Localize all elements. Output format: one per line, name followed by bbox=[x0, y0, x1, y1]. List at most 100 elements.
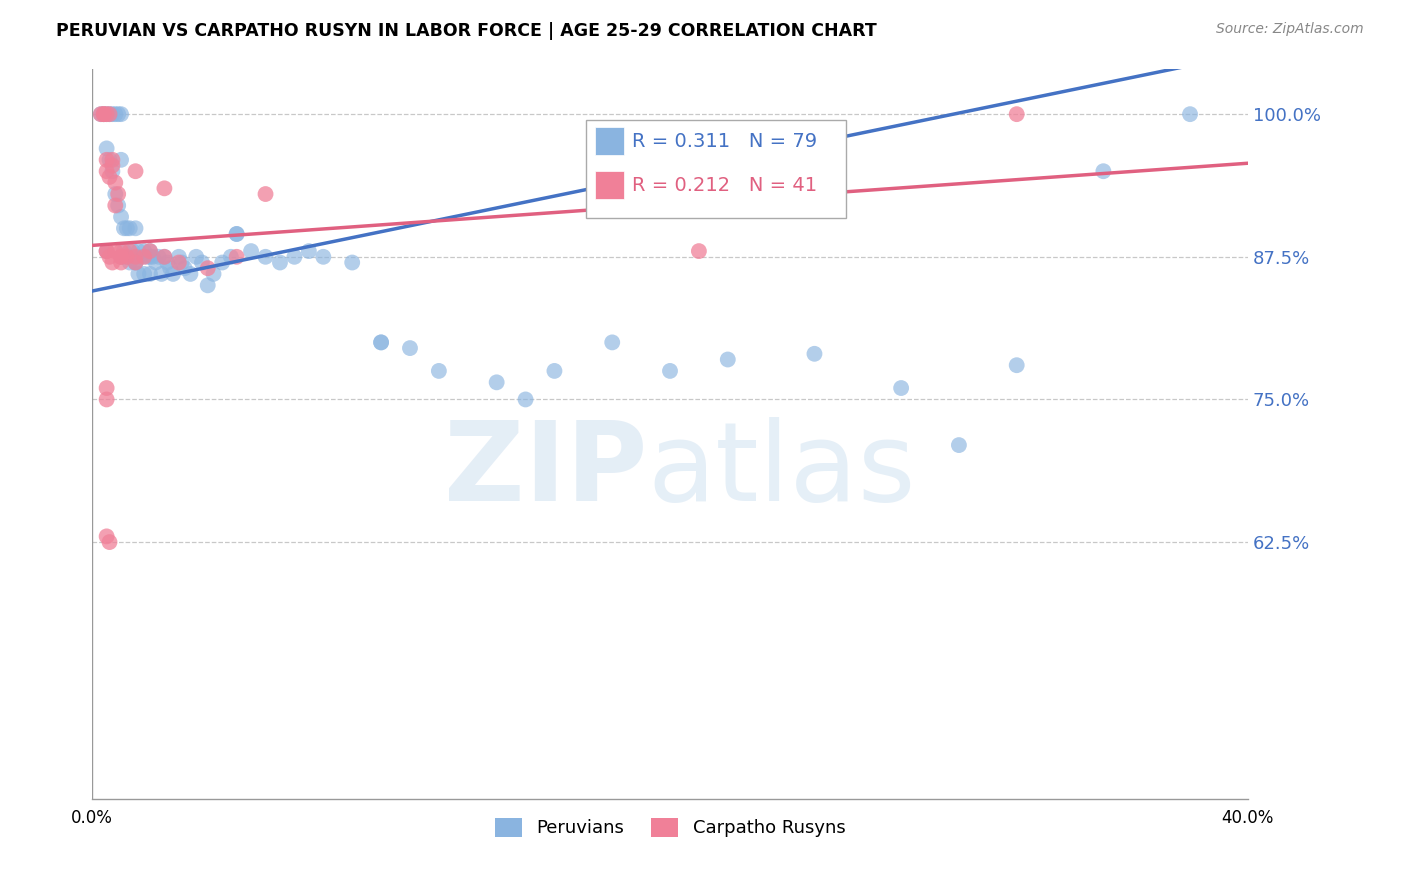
Point bbox=[96, 244, 118, 259]
Point bbox=[153, 250, 176, 264]
Point bbox=[1005, 107, 1028, 121]
Point bbox=[1178, 107, 1201, 121]
Point bbox=[110, 244, 132, 259]
Text: ZIP: ZIP bbox=[443, 417, 647, 524]
Point bbox=[110, 250, 132, 264]
Point bbox=[688, 244, 710, 259]
Point bbox=[803, 347, 825, 361]
Point bbox=[124, 255, 146, 269]
Point bbox=[186, 250, 208, 264]
Legend: Peruvians, Carpatho Rusyns: Peruvians, Carpatho Rusyns bbox=[488, 811, 852, 845]
Point bbox=[112, 221, 135, 235]
Point bbox=[254, 250, 277, 264]
Point bbox=[107, 107, 129, 121]
Point bbox=[118, 244, 141, 259]
Point bbox=[124, 250, 146, 264]
Point bbox=[124, 164, 146, 178]
Point bbox=[98, 153, 121, 167]
Point bbox=[115, 250, 138, 264]
Point bbox=[93, 107, 115, 121]
Point bbox=[139, 267, 162, 281]
Point bbox=[890, 381, 912, 395]
Point bbox=[98, 107, 121, 121]
Point bbox=[124, 255, 146, 269]
Point bbox=[543, 364, 565, 378]
Point bbox=[139, 244, 162, 259]
Point bbox=[96, 107, 118, 121]
Point bbox=[110, 153, 132, 167]
Point bbox=[127, 267, 149, 281]
Point bbox=[127, 244, 149, 259]
Point bbox=[211, 255, 233, 269]
Point bbox=[225, 227, 247, 241]
Point bbox=[112, 244, 135, 259]
Point bbox=[110, 107, 132, 121]
FancyBboxPatch shape bbox=[595, 170, 624, 199]
Point bbox=[340, 255, 363, 269]
Point bbox=[142, 250, 165, 264]
Text: PERUVIAN VS CARPATHO RUSYN IN LABOR FORCE | AGE 25-29 CORRELATION CHART: PERUVIAN VS CARPATHO RUSYN IN LABOR FORC… bbox=[56, 22, 877, 40]
Point bbox=[254, 187, 277, 202]
Point bbox=[98, 535, 121, 549]
Point bbox=[118, 255, 141, 269]
Point bbox=[191, 255, 214, 269]
Point bbox=[283, 250, 305, 264]
Point bbox=[948, 438, 970, 452]
Point bbox=[96, 392, 118, 407]
Point bbox=[110, 210, 132, 224]
Point bbox=[98, 107, 121, 121]
Text: atlas: atlas bbox=[647, 417, 915, 524]
Point bbox=[110, 255, 132, 269]
Point bbox=[101, 164, 124, 178]
Point bbox=[298, 244, 321, 259]
Point bbox=[121, 244, 143, 259]
Point bbox=[96, 529, 118, 543]
FancyBboxPatch shape bbox=[586, 120, 845, 219]
Point bbox=[115, 250, 138, 264]
Point bbox=[129, 250, 152, 264]
Point bbox=[104, 107, 127, 121]
Point bbox=[118, 221, 141, 235]
Point bbox=[124, 255, 146, 269]
Point bbox=[96, 381, 118, 395]
Point bbox=[269, 255, 291, 269]
Point bbox=[104, 187, 127, 202]
Point bbox=[96, 153, 118, 167]
Point bbox=[134, 250, 156, 264]
Point bbox=[134, 267, 156, 281]
Point bbox=[485, 376, 508, 390]
Point bbox=[150, 267, 173, 281]
Point bbox=[1092, 164, 1115, 178]
Point bbox=[225, 250, 247, 264]
Point bbox=[156, 255, 179, 269]
Point bbox=[110, 250, 132, 264]
Point bbox=[107, 198, 129, 212]
Point bbox=[225, 227, 247, 241]
Point bbox=[153, 181, 176, 195]
Point bbox=[104, 244, 127, 259]
Point bbox=[1005, 358, 1028, 372]
Point bbox=[101, 159, 124, 173]
Point bbox=[90, 107, 112, 121]
Point bbox=[370, 335, 392, 350]
Point bbox=[139, 244, 162, 259]
Text: Source: ZipAtlas.com: Source: ZipAtlas.com bbox=[1216, 22, 1364, 37]
Point bbox=[427, 364, 450, 378]
Point bbox=[717, 352, 740, 367]
Point bbox=[107, 187, 129, 202]
Point bbox=[110, 250, 132, 264]
Point bbox=[600, 335, 623, 350]
Point bbox=[159, 261, 181, 276]
Point bbox=[370, 335, 392, 350]
Point bbox=[197, 278, 219, 293]
Point bbox=[124, 221, 146, 235]
Point bbox=[162, 267, 184, 281]
Point bbox=[219, 250, 242, 264]
Point bbox=[240, 244, 263, 259]
Point bbox=[167, 255, 190, 269]
Point bbox=[101, 107, 124, 121]
Point bbox=[312, 250, 335, 264]
Point bbox=[104, 198, 127, 212]
Point bbox=[90, 107, 112, 121]
Point bbox=[101, 153, 124, 167]
